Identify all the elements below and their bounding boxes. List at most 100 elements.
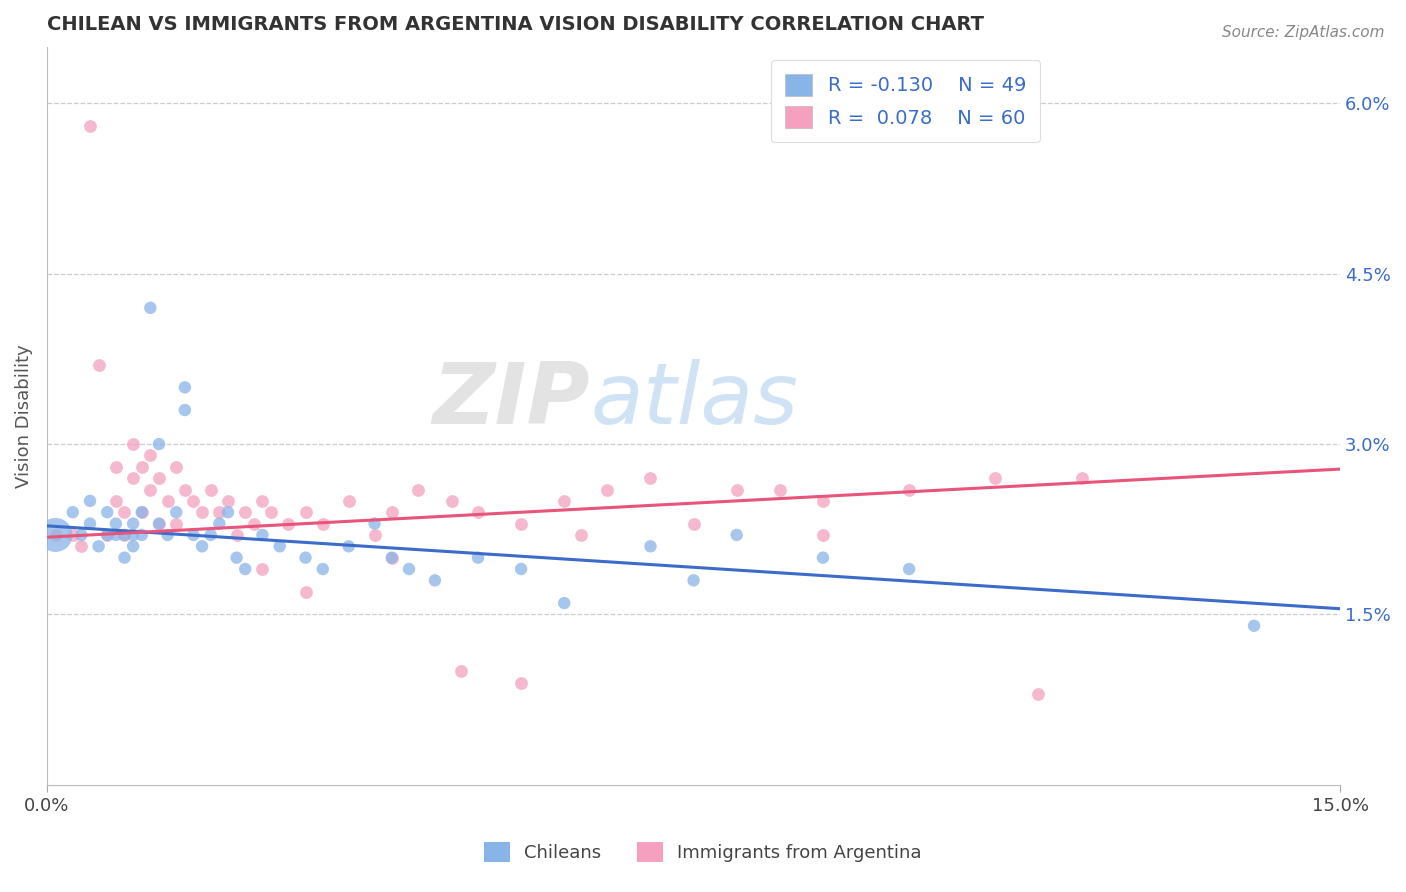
Point [1028,687,1050,701]
Point [114,528,136,542]
Point [233,562,256,576]
Point [510,675,533,690]
Point [984,471,1007,485]
Point [252,494,274,508]
Point [294,550,316,565]
Point [363,516,385,531]
Point [337,494,360,508]
Point [553,596,575,610]
Point [682,516,704,531]
Text: CHILEAN VS IMMIGRANTS FROM ARGENTINA VISION DISABILITY CORRELATION CHART: CHILEAN VS IMMIGRANTS FROM ARGENTINA VIS… [46,15,984,34]
Legend: R = -0.130    N = 49, R =  0.078    N = 60: R = -0.130 N = 49, R = 0.078 N = 60 [770,60,1039,142]
Point [1070,471,1092,485]
Point [122,528,145,542]
Point [139,483,162,497]
Point [114,505,136,519]
Text: atlas: atlas [591,359,799,442]
Point [252,562,274,576]
Point [44,528,66,542]
Point [148,516,170,531]
Text: Source: ZipAtlas.com: Source: ZipAtlas.com [1222,25,1385,40]
Y-axis label: Vision Disability: Vision Disability [15,343,32,488]
Point [173,403,195,417]
Point [553,494,575,508]
Point [70,539,93,553]
Point [769,483,792,497]
Point [510,562,533,576]
Point [406,483,429,497]
Point [191,505,214,519]
Point [898,483,921,497]
Point [398,562,420,576]
Point [96,528,118,542]
Point [467,505,489,519]
Point [277,516,299,531]
Point [682,574,704,588]
Point [233,505,256,519]
Point [640,539,662,553]
Point [114,528,136,542]
Point [243,516,266,531]
Point [381,550,404,565]
Point [96,528,118,542]
Point [70,528,93,542]
Point [131,505,153,519]
Point [811,494,834,508]
Point [183,528,205,542]
Point [44,528,66,542]
Point [139,449,162,463]
Point [294,505,316,519]
Point [312,516,335,531]
Point [87,358,110,372]
Point [571,528,593,542]
Point [725,483,748,497]
Point [104,494,127,508]
Point [104,516,127,531]
Point [79,494,101,508]
Point [122,539,145,553]
Point [104,528,127,542]
Point [596,483,619,497]
Point [217,494,239,508]
Point [467,550,489,565]
Point [122,471,145,485]
Point [225,528,247,542]
Point [294,584,316,599]
Point [269,539,291,553]
Point [122,437,145,451]
Point [260,505,283,519]
Point [337,539,360,553]
Point [200,483,222,497]
Point [811,550,834,565]
Point [312,562,335,576]
Point [208,505,231,519]
Point [79,516,101,531]
Point [62,528,84,542]
Point [104,459,127,474]
Point [148,516,170,531]
Point [173,483,195,497]
Point [208,516,231,531]
Point [200,528,222,542]
Point [148,471,170,485]
Point [165,516,187,531]
Point [131,459,153,474]
Point [640,471,662,485]
Point [173,380,195,394]
Point [898,562,921,576]
Point [148,437,170,451]
Point [156,528,179,542]
Point [87,539,110,553]
Point [183,494,205,508]
Point [165,505,187,519]
Point [131,528,153,542]
Point [165,459,187,474]
Point [62,505,84,519]
Point [725,528,748,542]
Point [423,574,446,588]
Point [139,301,162,315]
Point [1243,619,1265,633]
Point [217,505,239,519]
Point [381,550,404,565]
Point [252,528,274,542]
